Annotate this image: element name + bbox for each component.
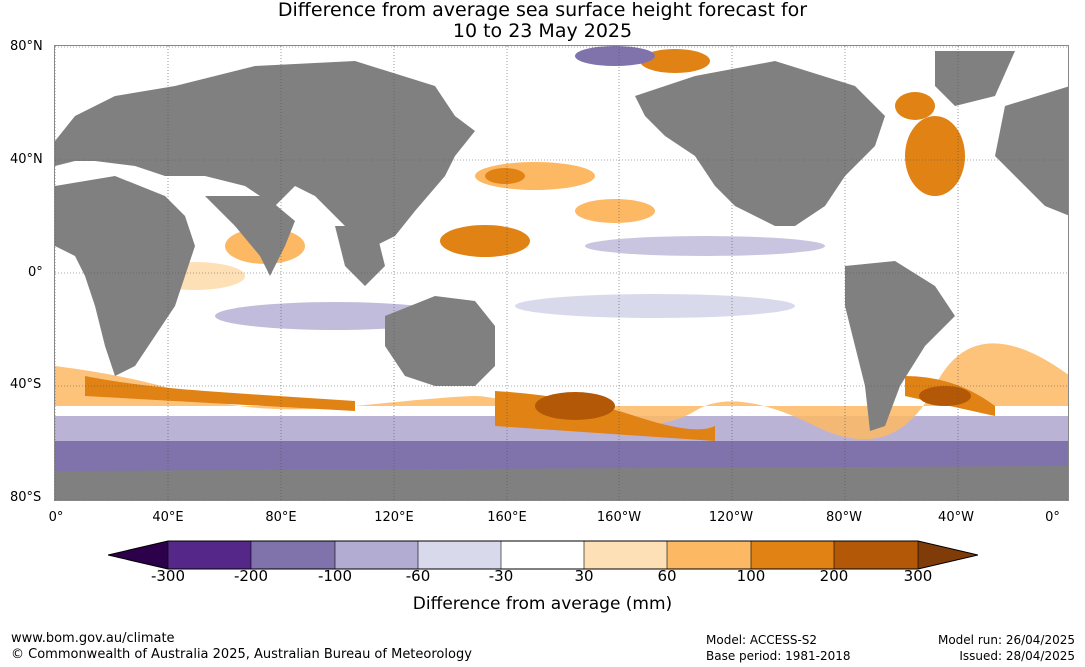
map-title: Difference from average sea surface heig… <box>0 0 1085 42</box>
lon-label-160e: 160°E <box>487 510 527 525</box>
colorbar-segment <box>584 541 667 569</box>
colorbar-label: 200 <box>819 567 849 585</box>
lat-label-40s: 40°S <box>10 377 42 392</box>
colorbar-label: 100 <box>736 567 766 585</box>
colorbar-right-arrow <box>918 541 978 569</box>
colorbar-segment <box>251 541 335 569</box>
colorbar-label: 300 <box>903 567 933 585</box>
colorbar-label: -200 <box>233 567 269 585</box>
colorbar-label: -60 <box>405 567 431 585</box>
lon-label-120e: 120°E <box>374 510 414 525</box>
title-line-1: Difference from average sea surface heig… <box>277 0 808 21</box>
lat-label-80n: 80°N <box>10 39 43 54</box>
colorbar-label: -100 <box>317 567 353 585</box>
lon-label-160w: 160°W <box>596 510 642 525</box>
footer-copyright: © Commonwealth of Australia 2025, Austra… <box>11 647 472 662</box>
footer-issued: Issued: 28/04/2025 <box>959 649 1075 663</box>
lon-label-80e: 80°E <box>265 510 297 525</box>
lon-label-120w: 120°W <box>708 510 754 525</box>
lat-label-80s: 80°S <box>10 490 42 505</box>
lon-label-0-right: 0° <box>1045 510 1060 525</box>
colorbar-segment <box>335 541 418 569</box>
footer-model-run: Model run: 26/04/2025 <box>937 633 1075 647</box>
colorbar <box>108 540 978 570</box>
graticule <box>55 46 1068 500</box>
lat-label-40n: 40°N <box>10 152 43 167</box>
colorbar-label: 30 <box>574 567 594 585</box>
colorbar-label: -30 <box>488 567 514 585</box>
sea-surface-height-map <box>54 45 1069 501</box>
footer-url: www.bom.gov.au/climate <box>11 631 175 646</box>
colorbar-segment <box>418 541 501 569</box>
lon-label-40w: 40°W <box>938 510 974 525</box>
colorbar-label: 60 <box>657 567 677 585</box>
colorbar-segment <box>501 541 584 569</box>
colorbar-segment <box>168 541 251 569</box>
lon-label-0: 0° <box>48 510 64 525</box>
colorbar-segment <box>667 541 751 569</box>
footer-model: Model: ACCESS-S2 <box>706 633 818 647</box>
title-line-2: 10 to 23 May 2025 <box>452 20 633 42</box>
lat-label-eq: 0° <box>28 265 43 280</box>
lon-label-40e: 40°E <box>152 510 184 525</box>
footer-base-period: Base period: 1981-2018 <box>706 649 851 663</box>
colorbar-segment <box>751 541 834 569</box>
colorbar-title: Difference from average (mm) <box>412 594 673 614</box>
colorbar-segment <box>834 541 918 569</box>
lon-label-80w: 80°W <box>826 510 862 525</box>
colorbar-label: -300 <box>150 567 186 585</box>
map-canvas <box>55 46 1068 500</box>
land-masses <box>55 51 1068 500</box>
colorbar-left-arrow <box>108 541 168 569</box>
